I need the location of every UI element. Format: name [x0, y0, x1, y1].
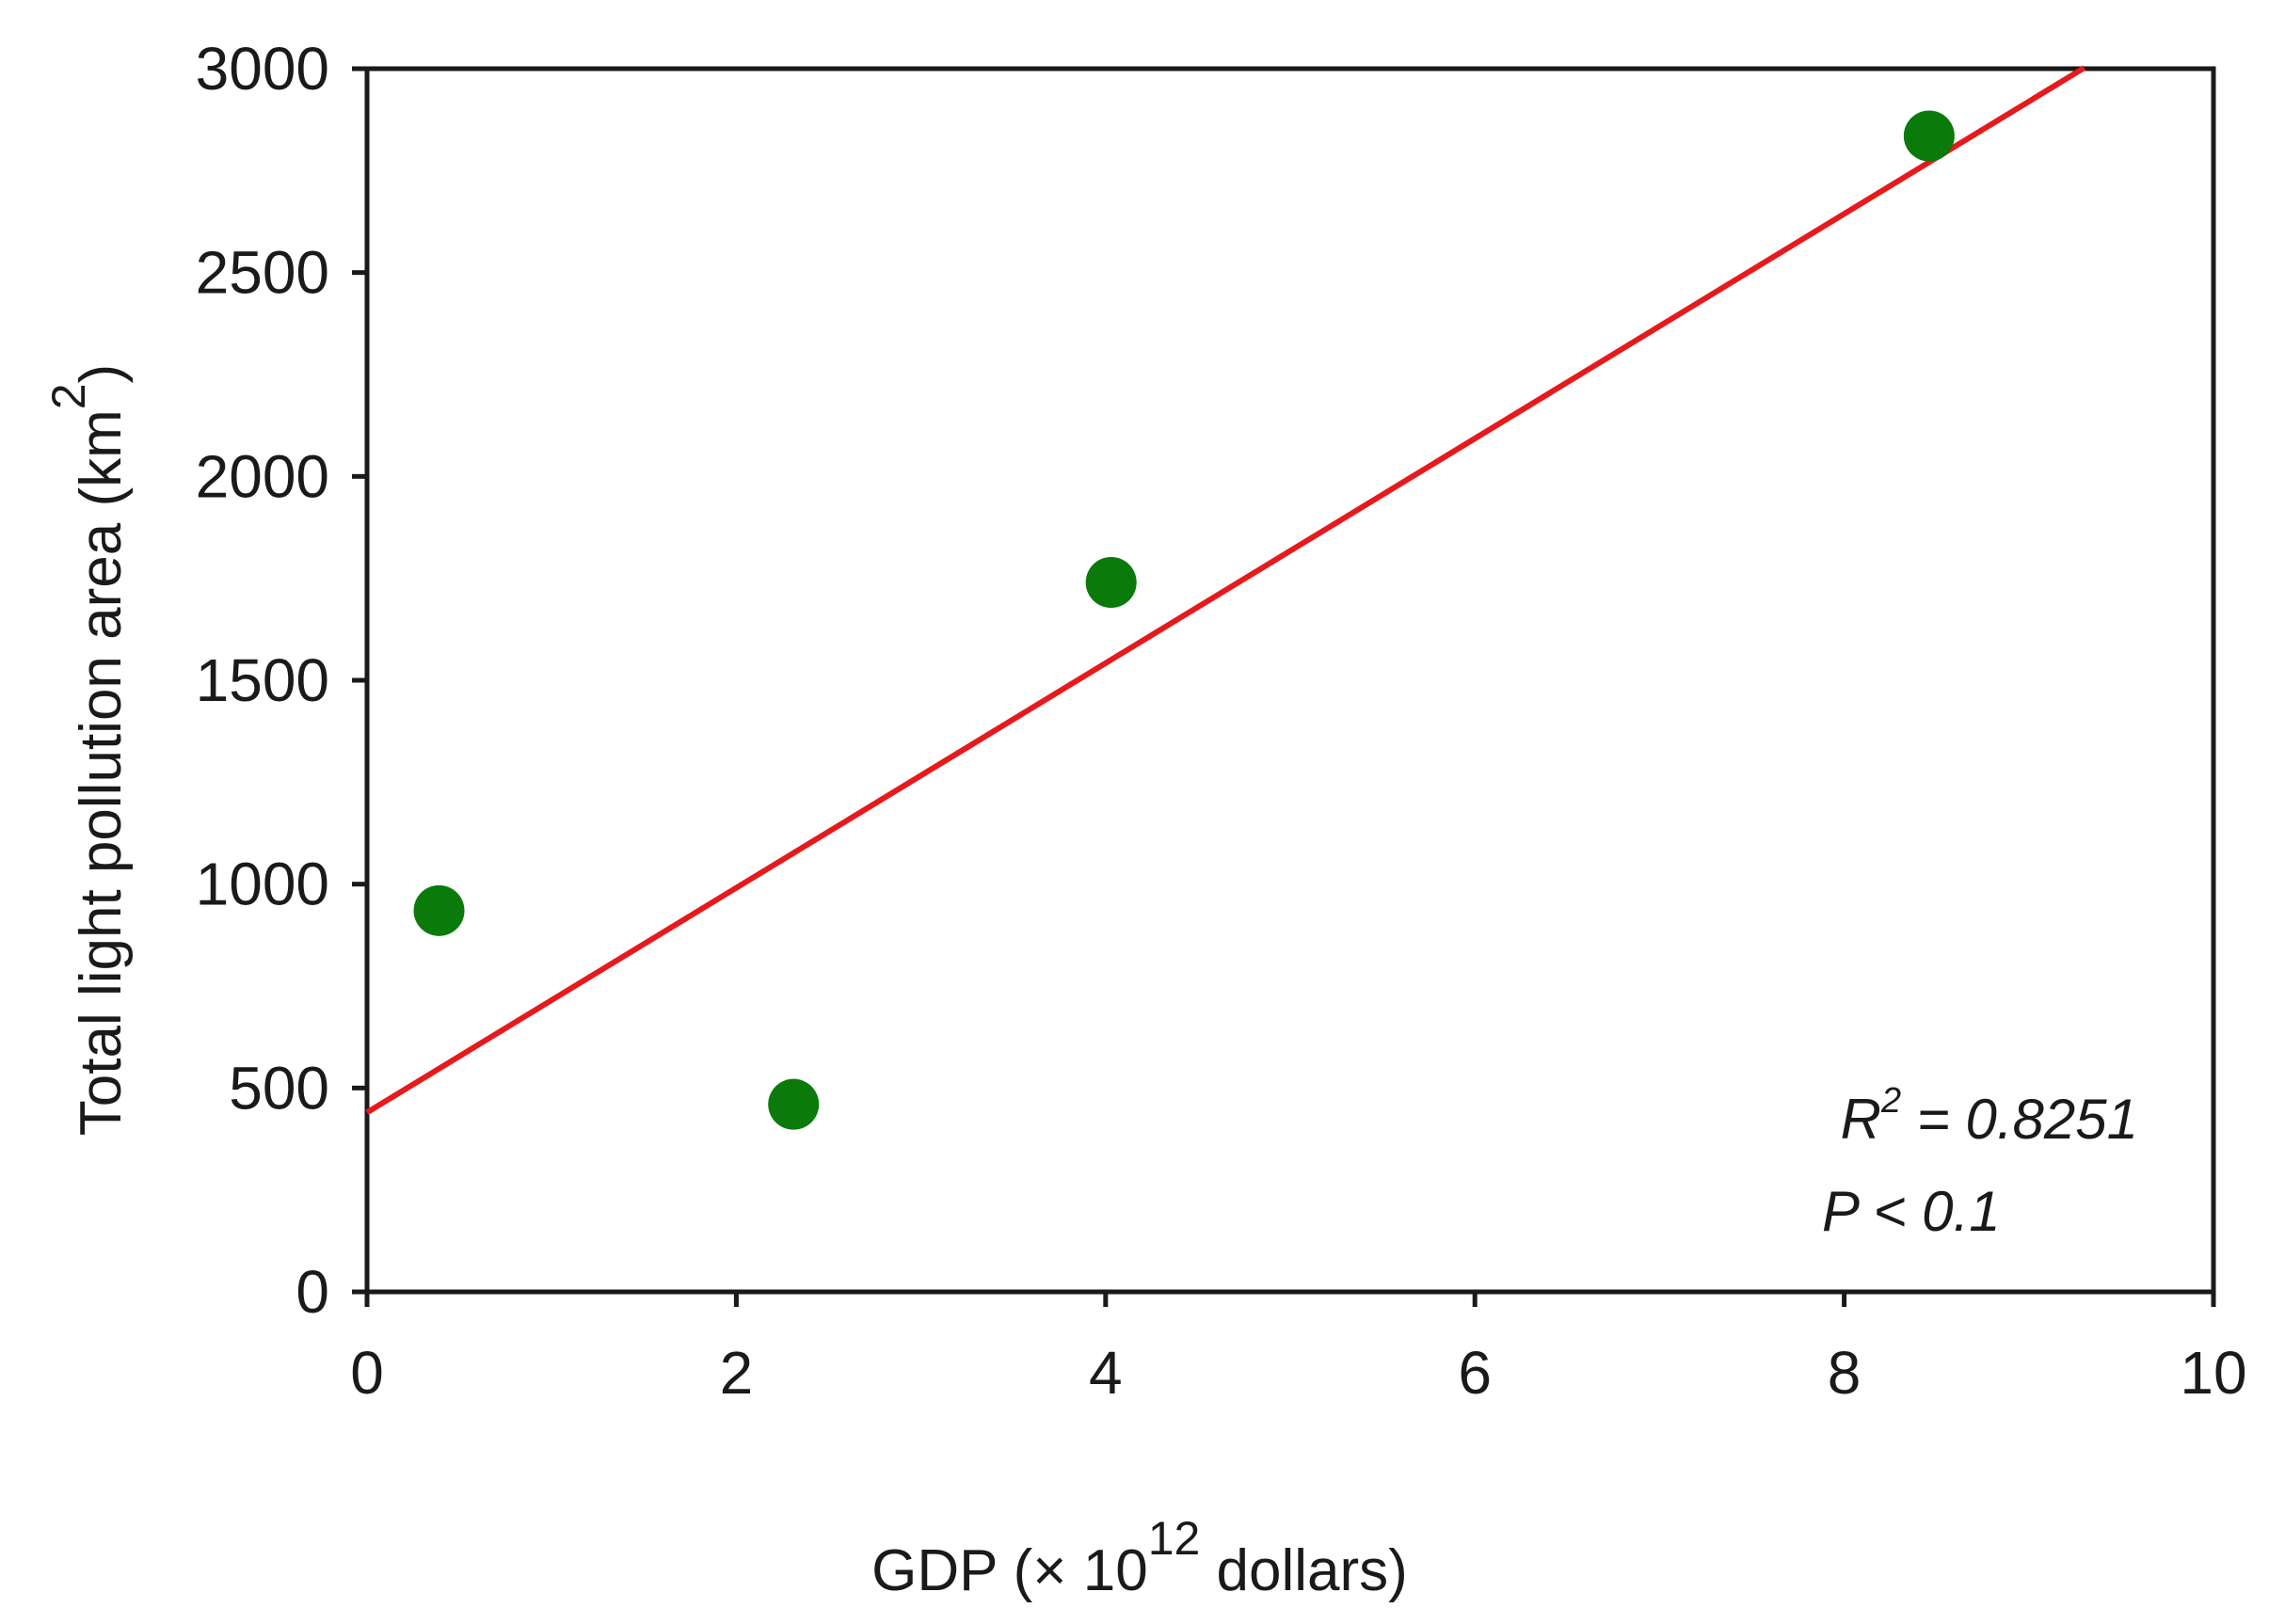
y-axis-label-exponent: 2 [42, 383, 95, 409]
data-point [413, 884, 465, 936]
y-tick-label: 500 [229, 1054, 329, 1122]
x-tick-label: 4 [1089, 1339, 1123, 1407]
x-tick-label: 2 [720, 1339, 754, 1407]
data-point [1903, 110, 1955, 162]
r-squared-value: = 0.8251 [1901, 1088, 2138, 1151]
y-tick-label: 1500 [196, 646, 329, 714]
r-squared-annotation: R2 = 0.8251 [1841, 1081, 2138, 1151]
y-axis-label-main: Total light pollution area (km [69, 409, 134, 1136]
x-axis-label: GDP (× 1012 dollars) [871, 1512, 1408, 1603]
x-tick-label: 0 [350, 1339, 384, 1407]
r-squared-exponent: 2 [1880, 1081, 1901, 1121]
x-axis-label-main: GDP (× 10 [871, 1538, 1148, 1603]
y-axis-label: Total light pollution area (km2) [42, 364, 134, 1136]
y-tick-label: 2500 [196, 239, 329, 307]
p-value-annotation: P < 0.1 [1822, 1180, 2001, 1243]
r-squared-symbol: R [1841, 1088, 1881, 1151]
y-tick-label: 0 [296, 1258, 329, 1326]
data-point [768, 1078, 820, 1130]
x-axis-label-exponent: 12 [1148, 1512, 1201, 1565]
y-tick-label: 3000 [196, 35, 329, 103]
x-axis-ticks: 0 2 4 6 8 10 [350, 1292, 2247, 1407]
y-axis-ticks: 0 500 1000 1500 2000 2500 3000 [196, 35, 367, 1326]
data-point [1085, 557, 1137, 608]
x-axis-label-unit: dollars) [1200, 1538, 1408, 1603]
y-tick-label: 2000 [196, 442, 329, 510]
x-tick-label: 8 [1828, 1339, 1862, 1407]
data-series [365, 65, 2086, 1130]
y-tick-label: 1000 [196, 851, 329, 918]
regression-line [365, 65, 2086, 1115]
y-axis-label-unit: ) [69, 364, 134, 384]
x-tick-label: 10 [2180, 1339, 2246, 1407]
x-tick-label: 6 [1458, 1339, 1492, 1407]
